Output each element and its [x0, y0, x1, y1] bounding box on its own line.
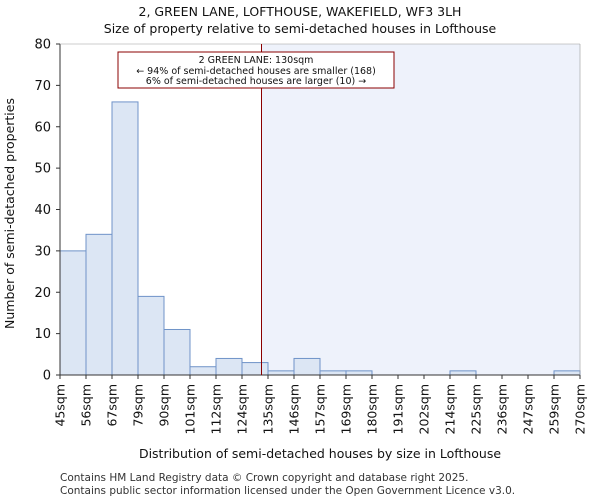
bar-67sqm: [111, 101, 139, 376]
bar-79sqm: [137, 295, 165, 376]
footer-line-2: Contains public sector information licen…: [60, 485, 516, 497]
x-tick-label-101sqm: 101sqm: [183, 384, 198, 434]
x-tick-label-45sqm: 45sqm: [53, 384, 68, 427]
x-tick-label-225sqm: 225sqm: [469, 384, 484, 434]
chart-subtitle: Size of property relative to semi-detach…: [103, 21, 497, 36]
x-tick-label-79sqm: 79sqm: [131, 384, 146, 427]
x-tick-label-202sqm: 202sqm: [417, 384, 432, 434]
y-tick-label-10: 10: [34, 327, 51, 342]
bar-124sqm: [241, 362, 269, 376]
x-tick-label-157sqm: 157sqm: [313, 384, 328, 434]
x-tick-label-180sqm: 180sqm: [365, 384, 380, 434]
x-tick-label-124sqm: 124sqm: [235, 384, 250, 434]
bar-135sqm: [267, 370, 295, 376]
x-tick-label-191sqm: 191sqm: [391, 384, 406, 434]
x-tick-label-56sqm: 56sqm: [79, 384, 94, 427]
bar-45sqm: [59, 250, 87, 376]
footer: Contains HM Land Registry data © Crown c…: [60, 472, 515, 498]
bar-chart: 0 10 20 30 40 50 60 70 80 45sqm 56sqm 67sqm 79sqm 90s…: [2, 38, 588, 462]
y-tick-label-60: 60: [34, 120, 51, 135]
annotation-line-3: 6% of semi-detached houses are larger (1…: [146, 76, 366, 87]
x-tick-label-135sqm: 135sqm: [261, 384, 276, 434]
x-axis-title: Distribution of semi-detached houses by …: [139, 446, 501, 461]
larger-region-shade: [261, 44, 580, 375]
x-tick-label-112sqm: 112sqm: [209, 384, 224, 434]
y-tick-label-80: 80: [34, 38, 51, 53]
y-tick-label-30: 30: [34, 244, 51, 259]
x-tick-label-247sqm: 247sqm: [521, 384, 536, 434]
bar-169sqm: [345, 370, 373, 376]
annotation-line-2: ← 94% of semi-detached houses are smalle…: [136, 66, 376, 77]
bar-56sqm: [85, 233, 113, 376]
bar-112sqm: [215, 357, 243, 376]
x-tick-label-67sqm: 67sqm: [105, 384, 120, 427]
y-axis-title: Number of semi-detached properties: [2, 98, 17, 329]
annotation-box: [117, 51, 395, 89]
bar-101sqm: [189, 366, 217, 376]
x-tick-label-236sqm: 236sqm: [495, 384, 510, 434]
annotation-line-1: 2 GREEN LANE: 130sqm: [199, 55, 314, 66]
y-tick-label-50: 50: [34, 162, 51, 177]
x-tick-label-90sqm: 90sqm: [157, 384, 172, 427]
x-tick-label-259sqm: 259sqm: [547, 384, 562, 434]
bar-146sqm: [293, 357, 321, 376]
chart-title: 2, GREEN LANE, LOFTHOUSE, WAKEFIELD, WF3…: [138, 4, 462, 19]
x-tick-label-270sqm: 270sqm: [573, 384, 588, 434]
bar-259sqm: [553, 370, 581, 376]
bar-90sqm: [163, 328, 191, 376]
x-tick-label-214sqm: 214sqm: [443, 384, 458, 434]
y-tick-label-20: 20: [34, 286, 51, 301]
x-tick-label-146sqm: 146sqm: [287, 384, 302, 434]
y-tick-label-0: 0: [43, 369, 51, 384]
footer-line-1: Contains HM Land Registry data © Crown c…: [60, 472, 469, 484]
y-tick-label-40: 40: [34, 203, 51, 218]
bar-157sqm: [319, 370, 347, 376]
y-tick-label-70: 70: [34, 79, 51, 94]
bar-214sqm: [449, 370, 477, 376]
x-tick-label-169sqm: 169sqm: [339, 384, 354, 434]
